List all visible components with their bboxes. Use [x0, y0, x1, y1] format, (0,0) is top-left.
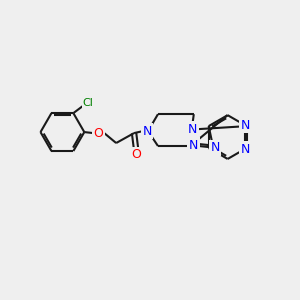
Text: Cl: Cl — [83, 98, 94, 108]
Text: O: O — [131, 148, 141, 161]
Text: N: N — [189, 139, 198, 152]
Text: N: N — [142, 124, 152, 138]
Text: O: O — [93, 127, 103, 140]
Text: N: N — [241, 142, 250, 155]
Text: N: N — [188, 123, 197, 136]
Text: N: N — [241, 118, 250, 132]
Text: N: N — [211, 141, 220, 154]
